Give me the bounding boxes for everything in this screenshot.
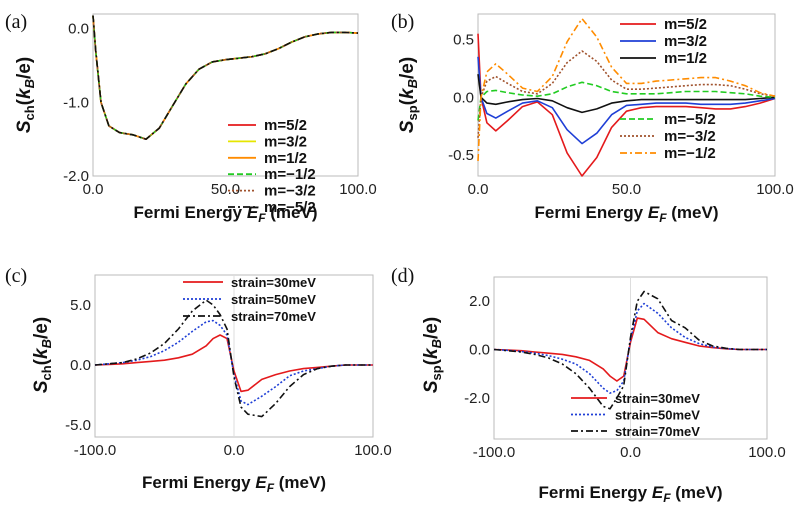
series-line-4 bbox=[477, 50, 776, 138]
plot-frame bbox=[92, 13, 359, 177]
panel-c: (c) -100.0 0.0 100.0 5.0 0.0 -5.0 Fermi Energy … bbox=[5, 265, 392, 495]
x-tick-label: 100.0 bbox=[354, 442, 392, 459]
y-tick-label: -1.0 bbox=[63, 94, 89, 111]
series-line-5 bbox=[477, 17, 776, 162]
legend: m=5/2m=3/2m=1/2m=−1/2m=−3/2m=−5/2 bbox=[228, 117, 316, 216]
y-tick-label: 0.0 bbox=[469, 342, 490, 359]
y-tick-label: 0.0 bbox=[70, 357, 91, 374]
legend-label: strain=70meV bbox=[615, 424, 700, 439]
plot-frame bbox=[477, 13, 776, 177]
legend-label: m=−3/2 bbox=[664, 128, 716, 145]
y-axis-label: Ssp(kB/e) bbox=[397, 57, 420, 133]
legend-label: m=5/2 bbox=[664, 16, 707, 33]
panel-d: (d) -100.0 0.0 100.0 2.0 0.0 -2.0 Fermi Energy … bbox=[391, 265, 786, 505]
legend-label: m=−3/2 bbox=[264, 183, 316, 200]
y-tick-label: 2.0 bbox=[469, 293, 490, 310]
legend-label: strain=50meV bbox=[615, 408, 700, 423]
x-tick-label: 50.0 bbox=[612, 181, 641, 198]
x-axis-label: Fermi Energy EF (meV) bbox=[133, 203, 317, 225]
legend-label: m=−5/2 bbox=[264, 199, 316, 216]
panel-b: (b) 0.0 50.0 100.0 0.5 0.0 -0.5 Fermi Energy EF… bbox=[391, 11, 794, 225]
x-axis-label: Fermi Energy EF (meV) bbox=[142, 473, 326, 495]
panel-label: (d) bbox=[391, 265, 414, 287]
series-line-1 bbox=[477, 56, 776, 145]
x-tick-label: 100.0 bbox=[756, 181, 794, 198]
y-tick-label: -0.5 bbox=[448, 147, 474, 164]
y-tick-label: -2.0 bbox=[464, 390, 490, 407]
y-tick-label: 0.0 bbox=[453, 89, 474, 106]
y-axis-label: Sch(kB/e) bbox=[14, 57, 37, 133]
series-line-0 bbox=[477, 33, 776, 177]
x-tick-label: 0.0 bbox=[620, 444, 641, 461]
legend-label: m=−1/2 bbox=[664, 145, 716, 162]
legend-label: m=1/2 bbox=[664, 50, 707, 67]
series-line-3 bbox=[477, 81, 776, 121]
x-axis-label: Fermi Energy EF (meV) bbox=[534, 203, 718, 225]
x-tick-label: 100.0 bbox=[748, 444, 786, 461]
legend-label: m=1/2 bbox=[264, 150, 307, 167]
series-line-2 bbox=[94, 299, 373, 418]
y-tick-label: 5.0 bbox=[70, 297, 91, 314]
y-tick-label: -5.0 bbox=[65, 417, 91, 434]
x-tick-label: -100.0 bbox=[473, 444, 516, 461]
y-axis-label: Sch(kB/e) bbox=[31, 317, 54, 393]
legend-label: m=3/2 bbox=[664, 33, 707, 50]
x-tick-label: -100.0 bbox=[74, 442, 117, 459]
x-tick-label: 0.0 bbox=[83, 181, 104, 198]
series-line-5 bbox=[92, 15, 359, 140]
legend-label: strain=30meV bbox=[231, 275, 316, 290]
legend-label: m=3/2 bbox=[264, 133, 307, 150]
legend-label: m=5/2 bbox=[264, 117, 307, 134]
panel-label: (b) bbox=[391, 11, 414, 33]
legend-label: strain=30meV bbox=[615, 391, 700, 406]
y-tick-label: -2.0 bbox=[63, 168, 89, 185]
x-tick-label: 50.0 bbox=[211, 181, 240, 198]
panel-label: (a) bbox=[5, 11, 27, 33]
y-tick-label: 0.5 bbox=[453, 31, 474, 48]
legend: m=5/2m=3/2m=1/2 bbox=[620, 16, 707, 67]
panel-label: (c) bbox=[5, 265, 27, 287]
panel-a: (a) 0.0 50.0 100.0 0.0 -1.0 -2.0 Fermi Energy E… bbox=[5, 11, 377, 225]
legend: strain=30meV strain=50meV strain=70meV bbox=[183, 275, 316, 324]
y-tick-label: 0.0 bbox=[68, 21, 89, 38]
legend-label: strain=50meV bbox=[231, 292, 316, 307]
legend-label: m=−1/2 bbox=[264, 166, 316, 183]
y-axis-label: Ssp(kB/e) bbox=[421, 317, 444, 393]
legend-label: m=−5/2 bbox=[664, 111, 716, 128]
series-line-2 bbox=[477, 74, 776, 114]
legend-label: strain=70meV bbox=[231, 309, 316, 324]
x-tick-label: 100.0 bbox=[339, 181, 377, 198]
x-axis-label: Fermi Energy EF (meV) bbox=[538, 483, 722, 505]
x-tick-label: 0.0 bbox=[224, 442, 245, 459]
legend: m=−5/2m=−3/2m=−1/2 bbox=[620, 111, 716, 162]
series-line-1 bbox=[493, 302, 767, 394]
x-tick-label: 0.0 bbox=[468, 181, 489, 198]
